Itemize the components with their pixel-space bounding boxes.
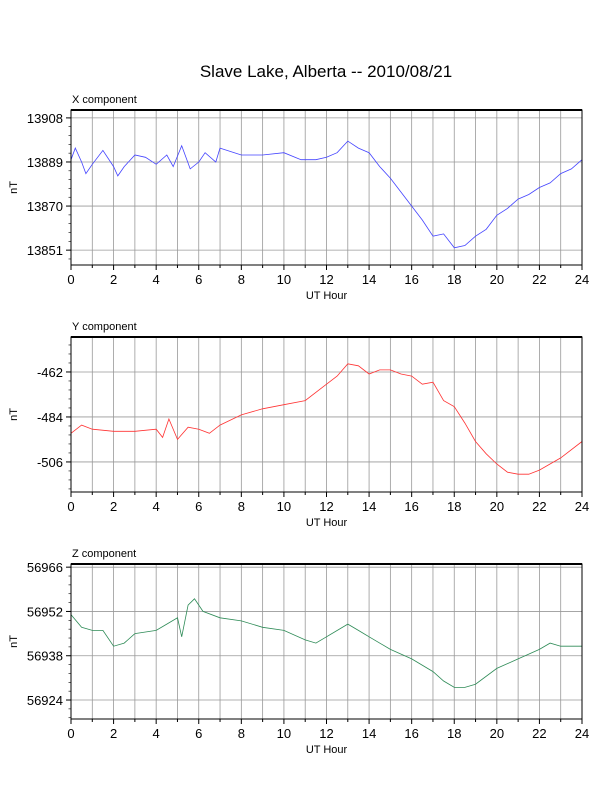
x-axis-label: UT Hour xyxy=(306,517,348,529)
x-tick-label: 0 xyxy=(67,272,74,287)
x-tick-label: 6 xyxy=(195,272,202,287)
y-tick-label: 13889 xyxy=(27,155,63,170)
x-tick-label: 22 xyxy=(532,272,546,287)
y-tick-label: -506 xyxy=(37,455,63,470)
x-tick-label: 16 xyxy=(404,499,418,514)
x-tick-label: 18 xyxy=(447,726,461,741)
x-tick-label: 20 xyxy=(490,499,504,514)
x-axis-label: UT Hour xyxy=(306,744,348,756)
x-tick-label: 12 xyxy=(319,726,333,741)
y-tick-label: 13908 xyxy=(27,111,63,126)
data-line-z xyxy=(70,598,582,688)
panel-title: X component xyxy=(72,94,137,106)
y-tick-label: 13870 xyxy=(27,199,63,214)
x-tick-label: 8 xyxy=(238,726,245,741)
x-tick-label: 4 xyxy=(153,499,160,514)
x-tick-label: 14 xyxy=(362,272,376,287)
x-tick-label: 22 xyxy=(532,499,546,514)
x-tick-label: 16 xyxy=(404,272,418,287)
x-tick-label: 14 xyxy=(362,499,376,514)
x-tick-label: 10 xyxy=(277,272,291,287)
x-tick-label: 2 xyxy=(110,726,117,741)
y-axis-label: nT xyxy=(8,408,20,421)
x-tick-label: 24 xyxy=(575,272,589,287)
x-tick-label: 4 xyxy=(153,272,160,287)
y-tick-label: -462 xyxy=(37,365,63,380)
data-line-y xyxy=(70,363,583,475)
x-tick-label: 14 xyxy=(362,726,376,741)
x-tick-label: 4 xyxy=(153,726,160,741)
y-tick-label: -484 xyxy=(37,410,63,425)
x-tick-label: 24 xyxy=(575,499,589,514)
x-axis-label: UT Hour xyxy=(306,290,348,302)
x-tick-label: 20 xyxy=(490,726,504,741)
x-tick-label: 6 xyxy=(195,726,202,741)
x-tick-label: 10 xyxy=(277,726,291,741)
x-tick-label: 8 xyxy=(238,272,245,287)
x-tick-label: 18 xyxy=(447,272,461,287)
x-tick-label: 0 xyxy=(67,499,74,514)
y-tick-label: 56952 xyxy=(27,604,63,619)
x-tick-label: 12 xyxy=(319,499,333,514)
x-tick-label: 24 xyxy=(575,726,589,741)
x-tick-label: 2 xyxy=(110,272,117,287)
x-tick-label: 12 xyxy=(319,272,333,287)
x-tick-label: 20 xyxy=(490,272,504,287)
y-tick-label: 56966 xyxy=(27,560,63,575)
y-tick-label: 13851 xyxy=(27,243,63,258)
data-line-x xyxy=(70,140,583,249)
x-tick-label: 8 xyxy=(238,499,245,514)
x-tick-label: 18 xyxy=(447,499,461,514)
y-axis-label: nT xyxy=(8,635,20,648)
x-tick-label: 6 xyxy=(195,499,202,514)
x-tick-label: 0 xyxy=(67,726,74,741)
x-tick-label: 22 xyxy=(532,726,546,741)
y-tick-label: 56924 xyxy=(27,693,63,708)
x-tick-label: 16 xyxy=(404,726,418,741)
y-tick-label: 56938 xyxy=(27,649,63,664)
x-tick-label: 2 xyxy=(110,499,117,514)
panel-title: Z component xyxy=(72,548,136,560)
y-axis-label: nT xyxy=(8,181,20,194)
x-tick-label: 10 xyxy=(277,499,291,514)
panel-title: Y component xyxy=(72,321,137,333)
chart-title: Slave Lake, Alberta -- 2010/08/21 xyxy=(200,62,452,81)
